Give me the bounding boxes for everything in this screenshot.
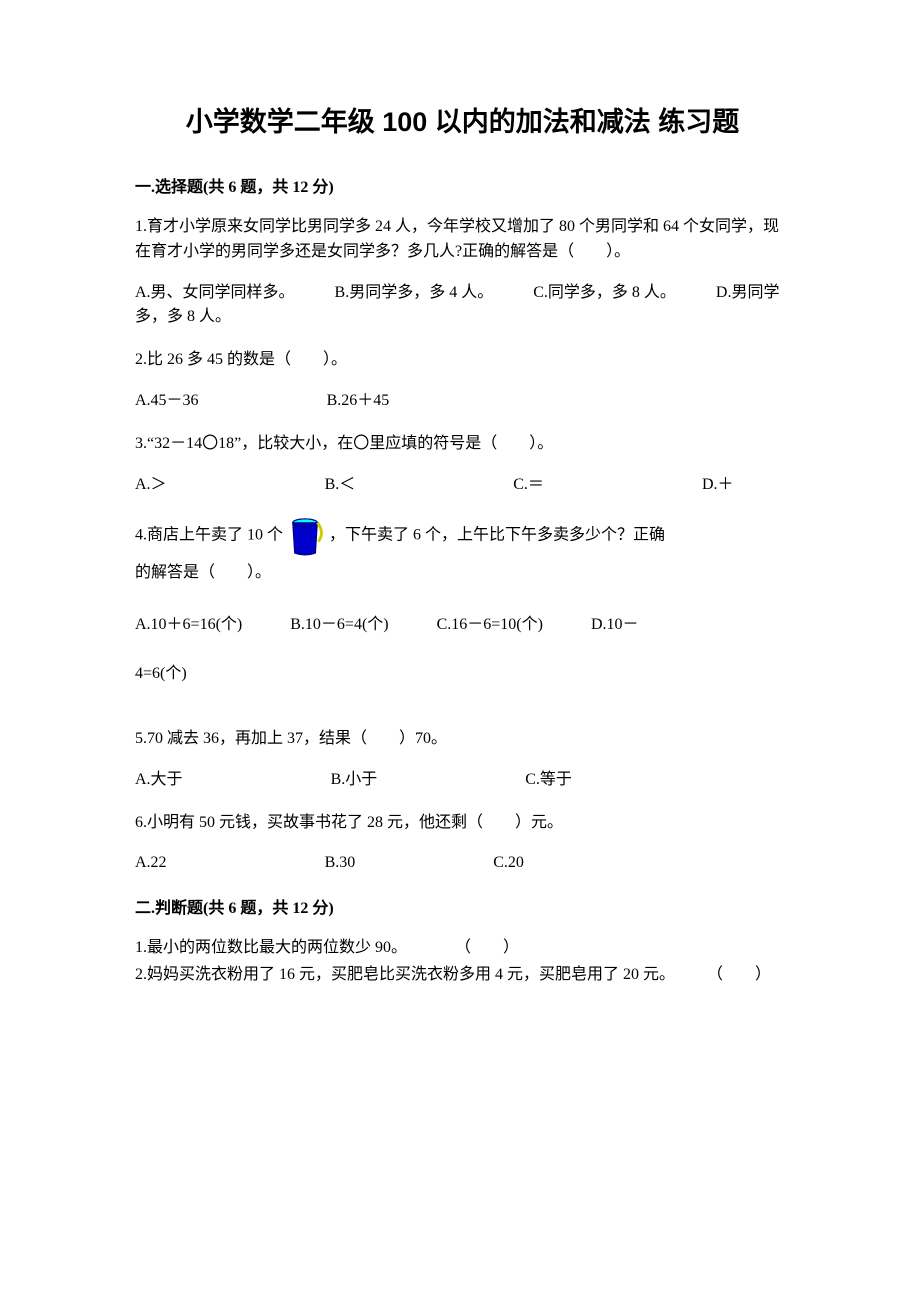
q4-opt-d: D.10－ (591, 616, 639, 633)
q2-options: A.45－36 B.26＋45 (135, 389, 790, 414)
q6-text: 6.小明有 50 元钱，买故事书花了 28 元，他还剩（ ）元。 (135, 811, 790, 836)
section-2-heading: 二.判断题(共 6 题，共 12 分) (135, 894, 790, 918)
worksheet-page: 小学数学二年级 100 以内的加法和减法 练习题 一.选择题(共 6 题，共 1… (0, 0, 920, 1064)
q5-text: 5.70 减去 36，再加上 37，结果（ ）70。 (135, 727, 790, 752)
q6-opt-b: B.30 (325, 854, 356, 871)
q2-opt-a: A.45－36 (135, 392, 199, 409)
page-title: 小学数学二年级 100 以内的加法和减法 练习题 (135, 100, 790, 139)
q3-options: A.＞ B.＜ C.＝ D.＋ (135, 473, 790, 498)
q4-pre: 4.商店上午卖了 10 个 (135, 527, 283, 544)
q1-text: 1.育才小学原来女同学比男同学多 24 人，今年学校又增加了 80 个男同学和 … (135, 215, 790, 265)
q1-options: A.男、女同学同样多。 B.男同学多，多 4 人。 C.同学多，多 8 人。 D… (135, 281, 790, 331)
q3-opt-c: C.＝ (513, 476, 544, 493)
q5-options: A.大于 B.小于 C.等于 (135, 768, 790, 793)
q5-opt-c: C.等于 (525, 771, 572, 788)
q4-options: A.10＋6=16(个) B.10－6=4(个) C.16－6=10(个) D.… (135, 613, 790, 638)
q4-opt-c: C.16－6=10(个) (437, 616, 543, 633)
q3-text: 3.“32－14〇18”，比较大小，在〇里应填的符号是（ ）。 (135, 432, 790, 457)
q2-opt-b: B.26＋45 (327, 392, 390, 409)
q2-text: 2.比 26 多 45 的数是（ ）。 (135, 348, 790, 373)
s2-q1: 1.最小的两位数比最大的两位数少 90。 （ ） (135, 936, 790, 961)
q5-opt-b: B.小于 (331, 771, 378, 788)
s2-q2: 2.妈妈买洗衣粉用了 16 元，买肥皂比买洗衣粉多用 4 元，买肥皂用了 20 … (135, 963, 790, 988)
q3-opt-d: D.＋ (702, 476, 734, 493)
q6-opt-c: C.20 (493, 854, 524, 871)
section-1-heading: 一.选择题(共 6 题，共 12 分) (135, 173, 790, 197)
bucket-icon (287, 515, 325, 557)
q5-opt-a: A.大于 (135, 771, 183, 788)
q4-opt-b: B.10－6=4(个) (290, 616, 388, 633)
q4-opt-d2: 4=6(个) (135, 662, 790, 687)
q6-opt-a: A.22 (135, 854, 167, 871)
q3-opt-b: B.＜ (325, 476, 356, 493)
q4-line2: 的解答是（ ）。 (135, 564, 271, 581)
q4-text: 4.商店上午卖了 10 个 ，下午卖了 6 个，上午比下午多卖多少个？正确 的解… (135, 515, 790, 589)
q4-opt-a: A.10＋6=16(个) (135, 616, 242, 633)
q6-options: A.22 B.30 C.20 (135, 851, 790, 876)
q3-opt-a: A.＞ (135, 476, 167, 493)
q4-post: ，下午卖了 6 个，上午比下午多卖多少个？正确 (329, 527, 665, 544)
